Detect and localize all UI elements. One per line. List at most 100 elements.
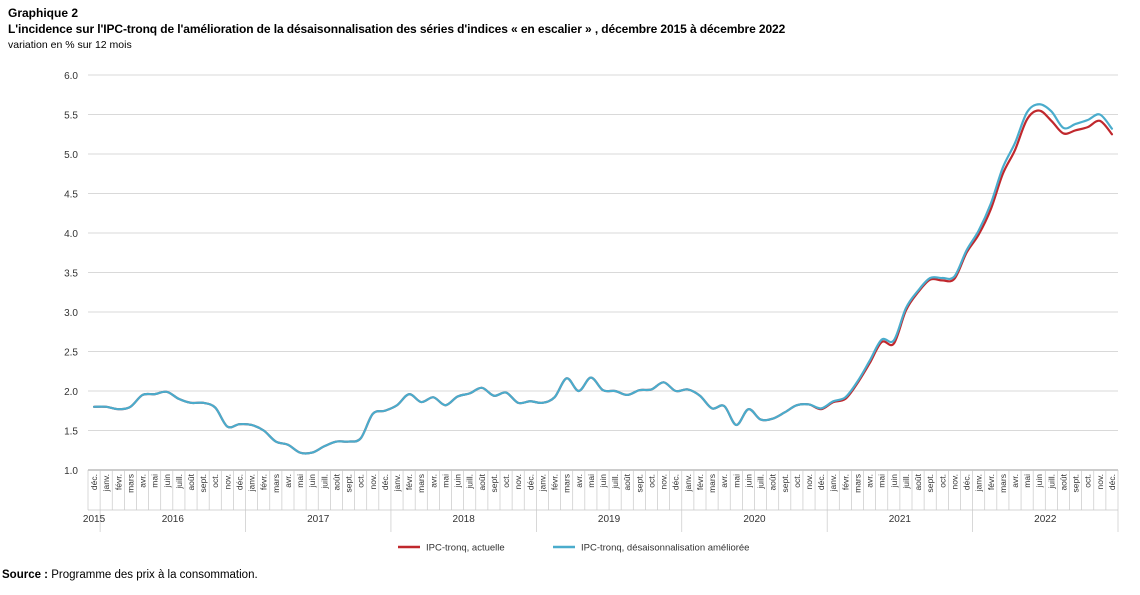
x-month-label: juill.	[174, 474, 184, 490]
x-month-label: janv.	[974, 474, 984, 492]
y-tick-label: 6.0	[64, 71, 78, 82]
y-tick-label: 2.5	[64, 348, 78, 359]
x-month-label: déc.	[962, 474, 972, 490]
y-axis-ticks: 1.0 1.5 2.0 2.5 3.0 3.5 4.0 4.5 5.0 5.5 6.0	[64, 71, 78, 477]
grid-lines	[88, 74, 1118, 471]
x-month-label: déc.	[1107, 474, 1117, 490]
x-month-label: sept.	[198, 474, 208, 492]
x-month-label: juill.	[610, 474, 620, 490]
x-month-label: avr.	[719, 474, 729, 488]
x-year-label: 2022	[1034, 514, 1057, 525]
x-year-label: 2019	[598, 514, 621, 525]
legend-label-2: IPC-tronq, désaisonnalisation améliorée	[581, 543, 749, 554]
source-note: Source : Programme des prix à la consomm…	[2, 569, 258, 581]
y-tick-label: 4.0	[64, 229, 78, 240]
x-month-label: oct.	[210, 474, 220, 488]
x-month-label: févr.	[259, 474, 269, 490]
x-month-label: janv.	[683, 474, 693, 492]
x-month-label: mai	[295, 474, 305, 488]
x-month-label: mars	[562, 474, 572, 493]
x-month-label: sept.	[634, 474, 644, 492]
x-month-label: janv.	[392, 474, 402, 492]
x-month-label: févr.	[550, 474, 560, 490]
x-month-label: avr.	[283, 474, 293, 488]
x-month-label: févr.	[840, 474, 850, 490]
x-month-label: juin	[453, 474, 463, 489]
x-month-label: mars	[271, 474, 281, 493]
x-month-label: juin	[598, 474, 608, 489]
x-month-label: nov.	[513, 474, 523, 489]
x-month-label: juin	[307, 474, 317, 489]
x-month-label: mai	[731, 474, 741, 488]
x-year-label: 2016	[162, 514, 185, 525]
x-month-label: nov.	[222, 474, 232, 489]
x-month-label: févr.	[986, 474, 996, 490]
x-month-label: juill.	[756, 474, 766, 490]
source-label: Source :	[2, 569, 49, 581]
x-month-label: août	[331, 473, 341, 490]
x-month-label: déc.	[816, 474, 826, 490]
series-lines	[92, 103, 1114, 455]
x-month-label: juill.	[465, 474, 475, 490]
x-month-label: mai	[440, 474, 450, 488]
x-month-label: sept.	[344, 474, 354, 492]
x-month-label: nov.	[804, 474, 814, 489]
x-month-label: sept.	[489, 474, 499, 492]
x-month-label: juill.	[1046, 474, 1056, 490]
x-axis: déc. janv. févr. mars avr. mai juin juill. août s…	[83, 469, 1119, 532]
x-month-label: sept.	[1071, 474, 1081, 492]
x-month-label: juill.	[319, 474, 329, 490]
x-month-label: févr.	[113, 474, 123, 490]
chart-title: L'incidence sur l'IPC-tronq de l'amélior…	[8, 22, 786, 36]
x-month-label: févr.	[404, 474, 414, 490]
x-month-label: janv.	[101, 474, 111, 492]
x-month-label: mars	[707, 474, 717, 493]
chart-subtitle: variation en % sur 12 mois	[8, 39, 132, 51]
x-month-label: janv.	[828, 474, 838, 492]
x-month-label: août	[1058, 473, 1068, 490]
y-tick-label: 3.0	[64, 308, 78, 319]
x-month-label: juin	[162, 474, 172, 489]
x-month-label: janv.	[247, 474, 257, 492]
series-line-1	[92, 109, 1114, 455]
x-month-label: mai	[150, 474, 160, 488]
x-month-label: déc.	[89, 474, 99, 490]
y-tick-label: 5.5	[64, 111, 78, 122]
x-month-label: juin	[743, 474, 753, 489]
legend: IPC-tronq, actuelle IPC-tronq, désaisonna…	[398, 543, 749, 554]
x-month-label: juin	[889, 474, 899, 489]
x-month-label: déc.	[234, 474, 244, 490]
x-month-label: avr.	[1010, 474, 1020, 488]
x-month-label: avr.	[574, 474, 584, 488]
x-month-label: mars	[852, 474, 862, 493]
x-month-label: août	[477, 473, 487, 490]
x-month-label: sept.	[925, 474, 935, 492]
x-month-label: déc.	[525, 474, 535, 490]
x-month-label: août	[622, 473, 632, 490]
series-line-2	[92, 103, 1114, 455]
x-year-label: 2020	[743, 514, 766, 525]
x-month-label: juin	[1034, 474, 1044, 489]
x-month-label: mars	[125, 474, 135, 493]
x-month-label: mars	[416, 474, 426, 493]
x-month-label: août	[768, 473, 778, 490]
x-month-label: mars	[998, 474, 1008, 493]
x-month-label: déc.	[671, 474, 681, 490]
y-tick-label: 4.5	[64, 190, 78, 201]
x-month-label: oct.	[1083, 474, 1093, 488]
x-year-label: 2015	[83, 514, 106, 525]
y-tick-label: 5.0	[64, 150, 78, 161]
x-month-label: nov.	[659, 474, 669, 489]
x-month-label: janv.	[537, 474, 547, 492]
x-month-label: oct.	[501, 474, 511, 488]
x-month-label: nov.	[368, 474, 378, 489]
x-month-label: août	[186, 473, 196, 490]
x-month-label: oct.	[356, 474, 366, 488]
x-month-label: mai	[1022, 474, 1032, 488]
x-month-label: oct.	[646, 474, 656, 488]
y-tick-label: 1.0	[64, 466, 78, 477]
y-tick-label: 1.5	[64, 427, 78, 438]
x-month-label: mai	[586, 474, 596, 488]
x-month-label: avr.	[428, 474, 438, 488]
source-text: Programme des prix à la consommation.	[51, 569, 258, 581]
